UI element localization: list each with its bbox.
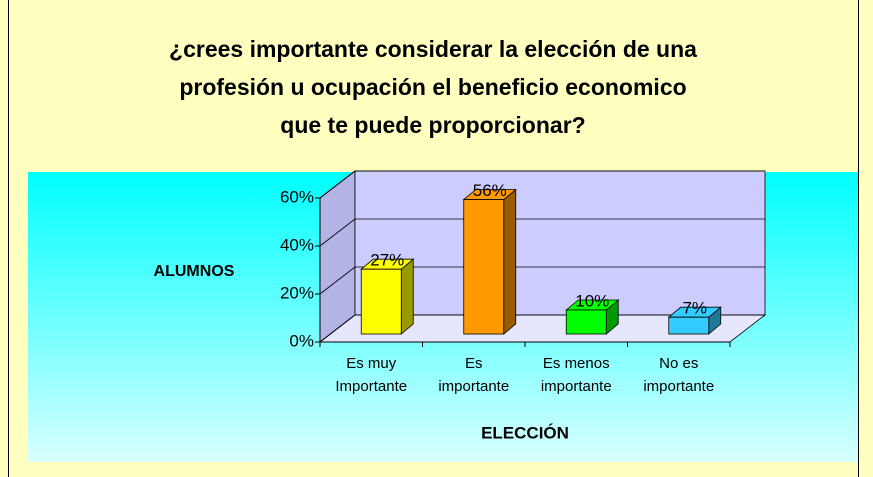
x-tick-label: Es muy Importante <box>335 355 408 395</box>
data-label: 10% <box>575 291 609 310</box>
grid-line <box>319 314 356 343</box>
back-wall <box>354 170 766 316</box>
x-tick-label: Es menos importante <box>540 355 612 395</box>
y-tick-label: 0% <box>289 331 314 350</box>
x-tick-label: No es importante <box>643 355 715 395</box>
data-label: 7% <box>682 299 707 318</box>
grid-line <box>319 170 356 199</box>
y-tick-label: 60% <box>280 187 314 206</box>
bar <box>565 309 607 335</box>
bar-side <box>400 258 414 335</box>
bar <box>463 199 505 335</box>
bar <box>360 268 402 335</box>
bar <box>668 316 710 335</box>
data-label: 56% <box>473 181 507 200</box>
bar-side <box>503 188 517 335</box>
grid-line <box>319 218 356 247</box>
x-axis-label: ELECCIÓN <box>481 423 569 442</box>
x-tick-label: Es importante <box>438 355 510 395</box>
chart-title: ¿crees importante considerar la elección… <box>169 36 697 138</box>
data-label: 27% <box>370 251 404 270</box>
side-wall <box>319 170 356 343</box>
y-tick-label: 20% <box>280 283 314 302</box>
y-axis-label: ALUMNOS <box>154 263 235 280</box>
grid-line <box>319 266 356 295</box>
y-tick-label: 40% <box>280 235 314 254</box>
